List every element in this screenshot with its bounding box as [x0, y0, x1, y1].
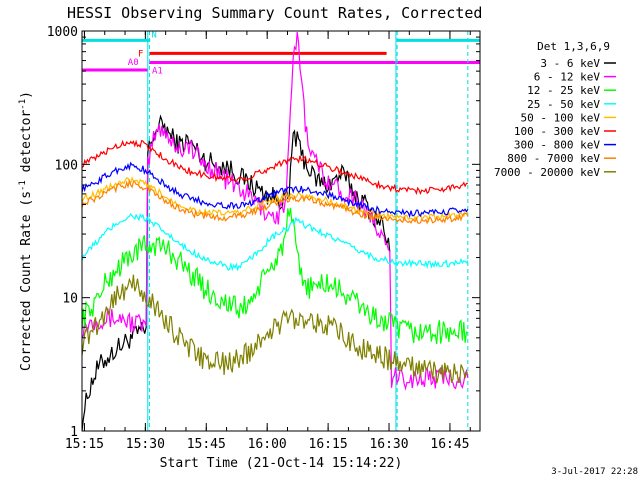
- x-tick-label-2: 15:45: [187, 437, 226, 452]
- status-vertical-lines: [147, 31, 469, 431]
- chart-title: HESSI Observing Summary Count Rates, Cor…: [67, 4, 482, 22]
- legend-label-6-12-kev: 6 - 12 keV: [534, 71, 601, 84]
- legend-label-50-100-kev: 50 - 100 keV: [521, 111, 601, 124]
- y-tick-label-2: 100: [55, 158, 78, 173]
- y-tick-label-1: 10: [62, 292, 78, 307]
- x-tick-label-1: 15:30: [126, 437, 165, 452]
- legend-label-25-50-kev: 25 - 50 keV: [527, 98, 600, 111]
- y-axis-label-sup1: -1: [18, 180, 28, 191]
- marker-a1: A1: [152, 67, 163, 77]
- series-line-6-12-kev: [82, 32, 469, 391]
- x-tick-label-4: 16:15: [309, 437, 348, 452]
- x-tick-label-6: 16:45: [430, 437, 469, 452]
- y-axis-label: Corrected Count Rate (s-1 detector-1): [18, 91, 34, 371]
- marker-f: F: [138, 49, 143, 59]
- legend-label-300-800-kev: 300 - 800 keV: [514, 139, 600, 152]
- y-axis-label-end: ): [19, 91, 34, 99]
- y-tick-label-0: 1: [70, 425, 78, 440]
- y-tick-label-3: 1000: [47, 25, 78, 40]
- legend-label-12-25-kev: 12 - 25 keV: [527, 84, 600, 97]
- legend-title: Det 1,3,6,9: [537, 40, 610, 53]
- status-bars: [82, 38, 480, 72]
- series-line-800-7000-kev: [82, 178, 469, 225]
- y-axis-label-mid: detector: [19, 110, 34, 181]
- marker-a0: A0: [128, 58, 139, 68]
- series-line-7000-20000-kev: [82, 274, 469, 384]
- series-lines: [82, 32, 469, 431]
- series-line-100-300-kev: [82, 139, 468, 195]
- y-axis-label-main: Corrected Count Rate (s: [19, 191, 34, 371]
- plot-frame: [81, 30, 481, 432]
- series-line-12-25-kev: [82, 207, 468, 344]
- x-axis: 15:15 15:30 15:45 16:00 16:15 16:30 16:45: [65, 31, 471, 452]
- marker-n: N: [151, 30, 156, 40]
- y-axis-label-sup2: -1: [18, 99, 28, 110]
- series-line-300-800-kev: [82, 161, 469, 219]
- legend-label-7000-20000-kev: 7000 - 20000 keV: [494, 166, 600, 179]
- x-tick-label-3: 16:00: [248, 437, 287, 452]
- x-tick-label-5: 16:30: [369, 437, 408, 452]
- legend-label-3-6-kev: 3 - 6 keV: [540, 57, 600, 70]
- timestamp: 3-Jul-2017 22:28: [551, 467, 638, 477]
- x-axis-label: Start Time (21-Oct-14 15:14:22): [160, 456, 403, 471]
- x-tick-label-0: 15:15: [65, 437, 104, 452]
- legend-label-800-7000-kev: 800 - 7000 keV: [507, 152, 600, 165]
- legend-label-100-300-kev: 100 - 300 keV: [514, 125, 600, 138]
- series-line-25-50-kev: [82, 213, 469, 272]
- y-axis: 1 10 100 1000: [47, 25, 480, 440]
